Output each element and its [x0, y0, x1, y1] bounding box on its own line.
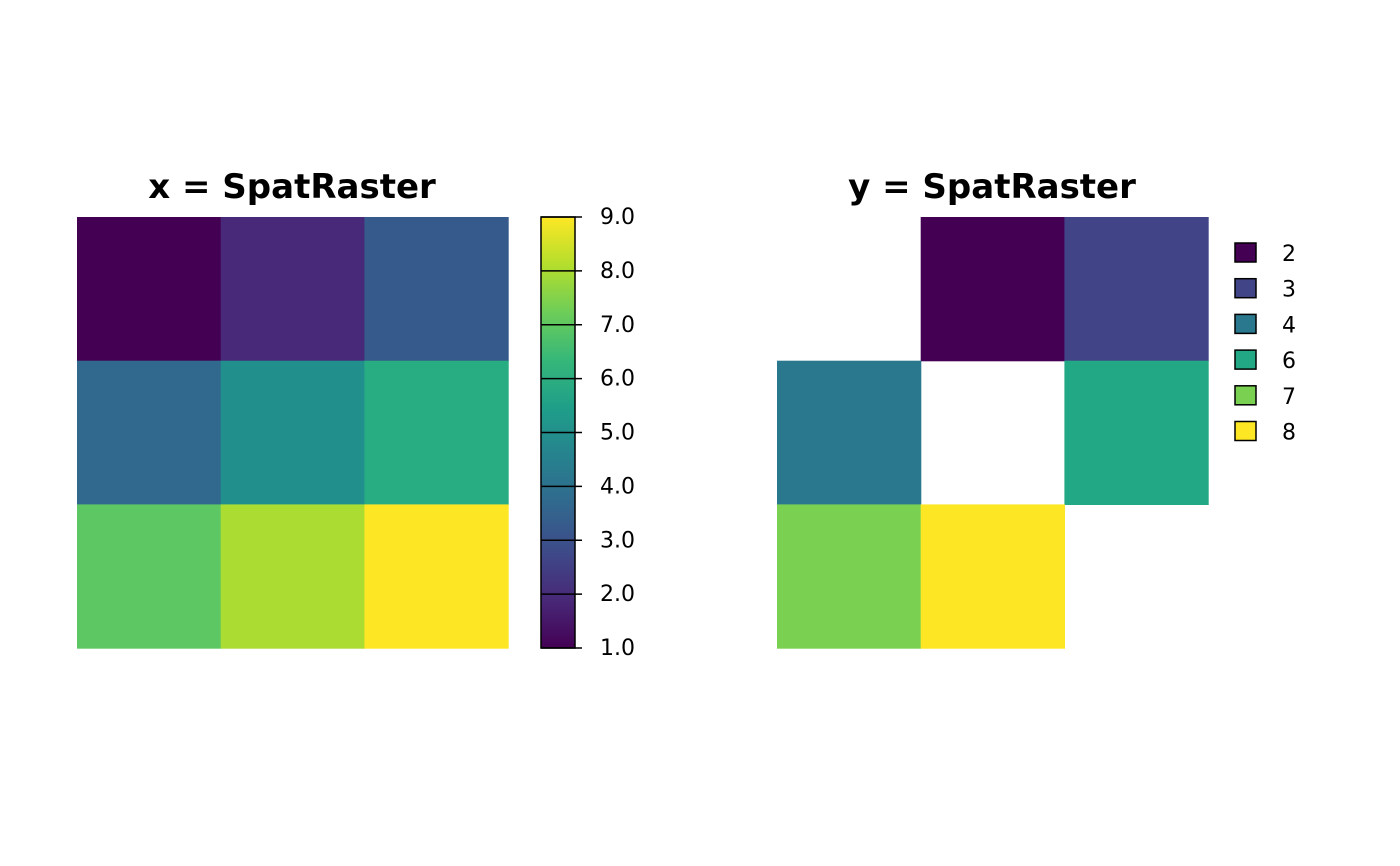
- colorbar-tick-label: 8.0: [600, 259, 635, 284]
- raster-panel-x: x = SpatRaster 1.0 2.0 3.0 4.0 5.0 6.0 7.0 8.0 9…: [77, 167, 635, 661]
- legend-label: 6: [1282, 349, 1296, 374]
- colorbar-tick-label: 7.0: [600, 313, 635, 338]
- raster-cell: [364, 504, 509, 649]
- raster-cell: [920, 504, 1065, 649]
- raster-cell: [364, 217, 509, 362]
- raster-cell: [77, 360, 222, 505]
- legend-swatch: [1234, 420, 1257, 442]
- legend-label: 7: [1282, 385, 1296, 410]
- raster-cell: [220, 217, 365, 362]
- raster-cell: [1064, 217, 1209, 362]
- raster-cell: [77, 504, 222, 649]
- legend-swatch: [1234, 277, 1257, 299]
- legend-swatch: [1234, 385, 1257, 406]
- colorbar-tick-label: 3.0: [600, 528, 635, 553]
- colorbar-tick-label: 2.0: [600, 582, 635, 607]
- colorbar-tick-label: 5.0: [600, 421, 635, 446]
- panel-title-x: x = SpatRaster: [148, 167, 436, 207]
- raster-cell: [777, 360, 922, 505]
- legend-label: 3: [1282, 278, 1296, 303]
- legend: 2 3 4 6 7 8: [1234, 242, 1296, 446]
- raster-cell: [364, 360, 509, 505]
- raster-cell: [220, 360, 365, 505]
- colorbar-tick-label: 4.0: [600, 474, 635, 499]
- legend-label: 8: [1282, 421, 1296, 446]
- legend-label: 4: [1282, 313, 1296, 338]
- raster-cell: [920, 217, 1065, 362]
- colorbar: 1.0 2.0 3.0 4.0 5.0 6.0 7.0 8.0 9.0: [540, 205, 635, 661]
- legend-swatch: [1234, 242, 1257, 263]
- colorbar-tick-label: 1.0: [600, 636, 635, 661]
- colorbar-tick-label: 6.0: [600, 367, 635, 392]
- panel-title-y: y = SpatRaster: [848, 167, 1136, 207]
- legend-swatch: [1234, 349, 1257, 370]
- colorbar-tick-label: 9.0: [600, 205, 635, 230]
- raster-cell: [777, 504, 922, 649]
- raster-grid-y: [777, 217, 1209, 649]
- raster-grid-x: [77, 217, 509, 649]
- raster-panel-y: y = SpatRaster 2 3 4 6 7 8: [777, 167, 1296, 649]
- raster-cell: [77, 217, 222, 362]
- raster-cell: [220, 504, 365, 649]
- raster-cell: [1064, 360, 1209, 505]
- legend-swatch: [1234, 313, 1257, 335]
- legend-label: 2: [1282, 242, 1296, 267]
